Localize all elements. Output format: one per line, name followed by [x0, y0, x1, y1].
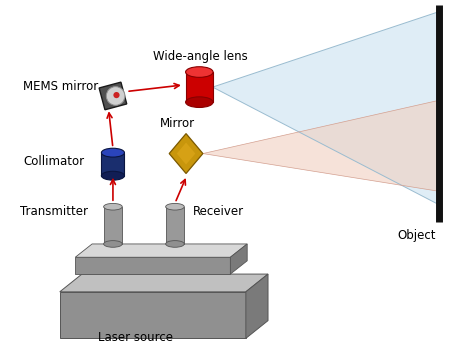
Polygon shape	[99, 82, 127, 110]
Ellipse shape	[186, 97, 213, 108]
FancyBboxPatch shape	[60, 292, 246, 338]
Ellipse shape	[101, 171, 125, 180]
Polygon shape	[177, 143, 195, 164]
Polygon shape	[230, 244, 247, 274]
Ellipse shape	[101, 148, 125, 157]
Polygon shape	[246, 274, 268, 338]
Ellipse shape	[186, 67, 213, 77]
Polygon shape	[169, 134, 203, 174]
Text: Wide-angle lens: Wide-angle lens	[153, 50, 247, 62]
FancyBboxPatch shape	[101, 153, 125, 176]
Ellipse shape	[104, 240, 122, 247]
Polygon shape	[60, 274, 268, 292]
Text: Transmitter: Transmitter	[20, 205, 88, 218]
Ellipse shape	[165, 240, 184, 247]
Polygon shape	[203, 100, 438, 191]
Circle shape	[113, 92, 119, 98]
FancyBboxPatch shape	[104, 207, 122, 244]
Text: Receiver: Receiver	[193, 205, 244, 218]
Ellipse shape	[165, 203, 184, 210]
Circle shape	[106, 87, 125, 105]
Text: Object: Object	[397, 229, 436, 242]
Polygon shape	[213, 12, 438, 204]
FancyBboxPatch shape	[186, 72, 213, 102]
Text: Laser source: Laser source	[98, 331, 173, 344]
Text: Mirror: Mirror	[159, 117, 195, 130]
Text: Collimator: Collimator	[23, 155, 84, 169]
FancyBboxPatch shape	[165, 207, 184, 244]
Ellipse shape	[104, 203, 122, 210]
FancyBboxPatch shape	[75, 257, 230, 274]
Text: MEMS mirror: MEMS mirror	[23, 80, 99, 93]
Polygon shape	[75, 244, 247, 257]
